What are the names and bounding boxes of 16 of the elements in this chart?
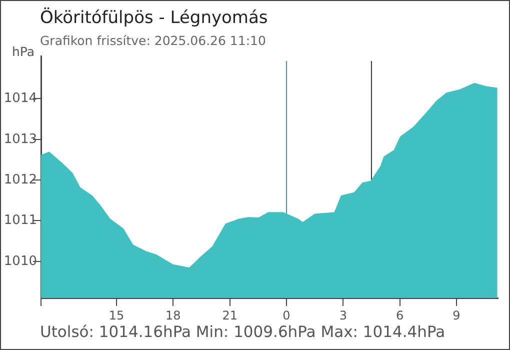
y-tick-label: 1012 xyxy=(4,172,37,188)
text: Utolsó: 1014.16hPa Min: 1009.6hPa Max: 1014.4hPa xyxy=(40,323,446,341)
y-tick-label: 1010 xyxy=(4,254,37,269)
x-tick-label: 9 xyxy=(452,308,460,322)
chart-subtitle: Grafikon frissítve: 2025.06.26 11:10 xyxy=(40,33,266,48)
x-tick-label: 6 xyxy=(396,308,404,322)
y-tick-label: 1011 xyxy=(4,213,37,228)
y-tick-label: 1013 xyxy=(4,132,37,147)
chart-title: Ököritófülpös - Légnyomás xyxy=(40,8,268,28)
y-axis-title: hPa xyxy=(12,44,35,59)
y-tick-label: 1014 xyxy=(4,91,37,106)
x-tick-label: 15 xyxy=(108,308,124,322)
x-tick-label: 18 xyxy=(166,308,181,322)
x-tick-label: 3 xyxy=(339,308,347,322)
x-tick-label: 21 xyxy=(222,308,238,322)
x-tick-label: 0 xyxy=(282,308,290,322)
